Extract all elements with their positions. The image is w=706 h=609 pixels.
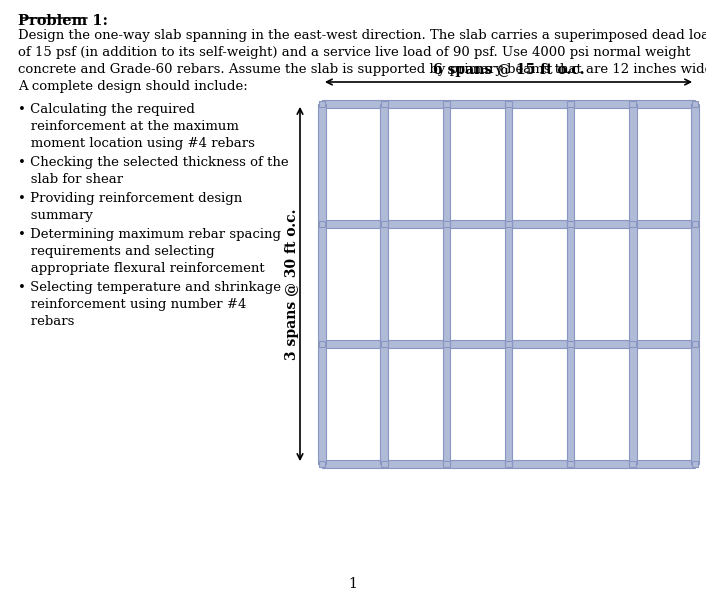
Bar <box>567 340 574 347</box>
Text: Design the one-way slab spanning in the east-west direction. The slab carries a : Design the one-way slab spanning in the … <box>18 29 706 42</box>
Bar <box>630 100 636 107</box>
Text: reinforcement at the maximum: reinforcement at the maximum <box>18 120 239 133</box>
Bar <box>322 100 695 108</box>
Bar <box>381 460 388 468</box>
Bar <box>443 340 450 347</box>
Bar <box>443 220 450 227</box>
Bar <box>318 460 325 468</box>
Text: A complete design should include:: A complete design should include: <box>18 80 248 93</box>
Bar <box>318 104 325 464</box>
Bar <box>381 104 388 464</box>
Text: • Determining maximum rebar spacing: • Determining maximum rebar spacing <box>18 228 281 241</box>
Bar <box>692 220 698 227</box>
Text: requirements and selecting: requirements and selecting <box>18 245 215 258</box>
Bar <box>322 220 695 228</box>
Bar <box>505 104 513 464</box>
Text: moment location using #4 rebars: moment location using #4 rebars <box>18 137 255 150</box>
Bar <box>322 340 695 348</box>
Bar <box>567 460 574 468</box>
Text: summary: summary <box>18 209 93 222</box>
Bar <box>505 220 512 227</box>
Bar <box>567 104 575 464</box>
Text: 3 spans @ 30 ft o.c.: 3 spans @ 30 ft o.c. <box>285 208 299 360</box>
Text: • Checking the selected thickness of the: • Checking the selected thickness of the <box>18 156 289 169</box>
Bar <box>318 220 325 227</box>
Text: • Providing reinforcement design: • Providing reinforcement design <box>18 192 242 205</box>
Bar <box>505 460 512 468</box>
Bar <box>505 340 512 347</box>
Bar <box>692 340 698 347</box>
Bar <box>381 100 388 107</box>
Bar <box>629 104 637 464</box>
Text: concrete and Grade-60 rebars. Assume the slab is supported by primary beams that: concrete and Grade-60 rebars. Assume the… <box>18 63 706 76</box>
Bar <box>322 460 695 468</box>
Bar <box>443 100 450 107</box>
Text: 1: 1 <box>349 577 357 591</box>
Bar <box>630 220 636 227</box>
Bar <box>443 460 450 468</box>
Text: of 15 psf (in addition to its self-weight) and a service live load of 90 psf. Us: of 15 psf (in addition to its self-weigh… <box>18 46 690 59</box>
Text: Problem 1:: Problem 1: <box>18 14 108 28</box>
Text: • Calculating the required: • Calculating the required <box>18 103 195 116</box>
Bar <box>567 100 574 107</box>
Bar <box>692 100 698 107</box>
Text: rebars: rebars <box>18 315 74 328</box>
Bar <box>318 340 325 347</box>
Bar <box>443 104 450 464</box>
Bar <box>630 340 636 347</box>
Bar <box>691 104 699 464</box>
Bar <box>505 100 512 107</box>
Bar <box>381 340 388 347</box>
Text: • Selecting temperature and shrinkage: • Selecting temperature and shrinkage <box>18 281 281 294</box>
Bar <box>692 460 698 468</box>
Bar <box>381 220 388 227</box>
Bar <box>567 220 574 227</box>
Bar <box>318 100 325 107</box>
Text: slab for shear: slab for shear <box>18 173 123 186</box>
Text: appropriate flexural reinforcement: appropriate flexural reinforcement <box>18 262 265 275</box>
Bar <box>630 460 636 468</box>
Text: reinforcement using number #4: reinforcement using number #4 <box>18 298 246 311</box>
Text: 6 spans @ 15 ft o.c.: 6 spans @ 15 ft o.c. <box>433 63 585 77</box>
